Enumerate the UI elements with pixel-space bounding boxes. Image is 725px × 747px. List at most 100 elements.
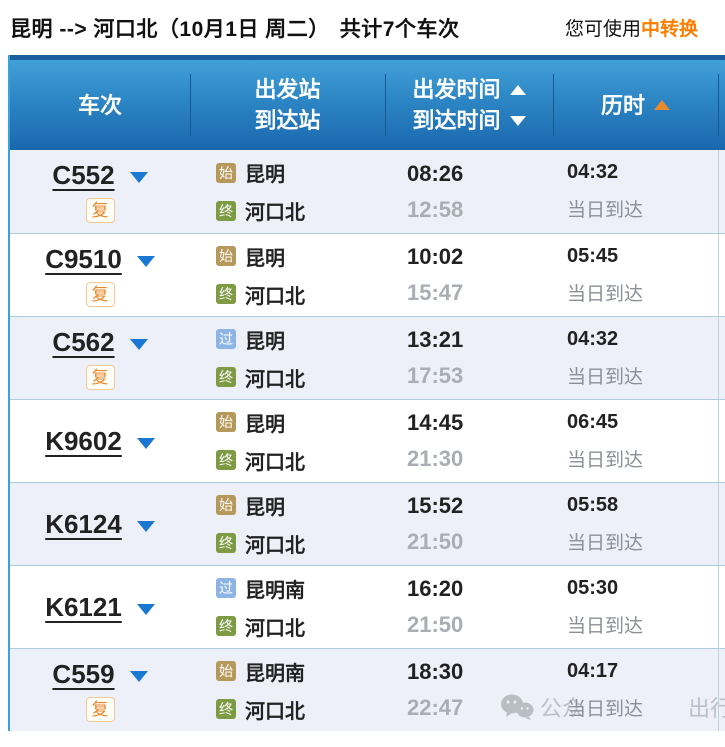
departure-time: 08:26 — [407, 160, 464, 186]
train-code-link[interactable]: K9602 — [45, 425, 122, 456]
train-cell: C9510 复 — [10, 234, 190, 316]
arrival-time: 21:50 — [407, 529, 464, 554]
sort-desc-icon[interactable] — [509, 115, 526, 126]
train-row: C552 复 始 昆明 终 河口北 08:26 12:58 04:32 当日到达 — [10, 150, 725, 233]
times-cell: 18:30 22:47 — [385, 649, 553, 731]
train-row: C562 复 过 昆明 终 河口北 13:21 17:53 04:32 当日到达 — [10, 316, 725, 399]
stations-cell: 始 昆明南 终 河口北 — [190, 649, 385, 731]
stations-cell: 始 昆明 终 河口北 — [190, 483, 385, 565]
dep-station-name: 昆明 — [245, 164, 285, 186]
train-code-link[interactable]: K6124 — [45, 508, 122, 539]
expand-arrow-icon[interactable] — [136, 520, 155, 532]
arr-station-name: 河口北 — [245, 202, 305, 224]
expand-arrow-icon[interactable] — [136, 437, 155, 449]
departure-time: 13:21 — [407, 327, 464, 352]
times-cell: 10:02 15:47 — [385, 234, 553, 316]
arr-station-name: 河口北 — [245, 534, 305, 557]
arr-station-badge: 终 — [216, 533, 236, 553]
train-code-link[interactable]: C552 — [52, 160, 115, 190]
expand-arrow-icon[interactable] — [136, 603, 155, 615]
arr-station-badge: 终 — [216, 699, 236, 719]
dep-station-badge: 始 — [216, 661, 236, 681]
arr-station-badge: 终 — [216, 284, 236, 304]
fuxing-badge: 复 — [85, 364, 115, 390]
arrival-note: 当日到达 — [567, 449, 644, 471]
duration-value: 04:32 — [567, 327, 619, 350]
page-header: 昆明 --> 河口北（10月1日 周二） 共计7个车次 您可使用 中转换 — [0, 0, 725, 55]
duration-value: 05:30 — [567, 576, 619, 599]
dep-station-badge: 始 — [216, 246, 236, 266]
times-cell: 13:21 17:53 — [385, 317, 553, 399]
next-column-cut — [718, 400, 725, 482]
duration-value: 06:45 — [567, 410, 619, 433]
departure-time: 18:30 — [407, 659, 464, 684]
dep-station-name: 昆明南 — [245, 579, 305, 602]
train-row: K6121 过 昆明南 终 河口北 16:20 21:50 05:30 当日到达 — [10, 565, 725, 648]
duration-cell: 04:32 当日到达 — [553, 317, 718, 399]
arr-station-badge: 终 — [216, 367, 236, 387]
sort-asc-icon[interactable] — [509, 84, 526, 95]
dep-station-name: 昆明 — [245, 247, 285, 270]
expand-arrow-icon[interactable] — [129, 670, 148, 682]
duration-cell: 04:32 当日到达 — [553, 150, 718, 233]
stations-cell: 始 昆明 终 河口北 — [190, 400, 385, 482]
dep-station-badge: 始 — [216, 162, 236, 183]
next-column-cut — [718, 234, 725, 316]
arrival-time: 21:30 — [407, 446, 464, 471]
train-cell: C562 复 — [10, 317, 190, 399]
arrival-note: 当日到达 — [567, 200, 644, 221]
arrival-note: 当日到达 — [567, 615, 644, 637]
dep-station-badge: 过 — [216, 329, 236, 349]
route-title: 昆明 --> 河口北（10月1日 周二） — [10, 17, 330, 41]
arrival-note: 当日到达 — [567, 698, 644, 720]
col-header-duration[interactable]: 历时 — [553, 60, 718, 150]
times-cell: 16:20 21:50 — [385, 566, 553, 648]
stations-cell: 过 昆明 终 河口北 — [190, 317, 385, 399]
fuxing-badge: 复 — [85, 281, 115, 307]
next-column-cut — [718, 483, 725, 565]
dep-station-name: 昆明南 — [245, 662, 305, 685]
times-cell: 15:52 21:50 — [385, 483, 553, 565]
expand-arrow-icon[interactable] — [136, 255, 155, 267]
fuxing-badge: 复 — [85, 198, 115, 223]
train-code-link[interactable]: K6121 — [45, 591, 122, 622]
arr-station-badge: 终 — [216, 450, 236, 470]
arr-station-name: 河口北 — [245, 700, 305, 723]
arr-station-name: 河口北 — [245, 368, 305, 391]
arr-station-name: 河口北 — [245, 617, 305, 640]
expand-arrow-icon[interactable] — [129, 172, 148, 183]
train-code-link[interactable]: C562 — [52, 326, 115, 357]
dep-station-badge: 始 — [216, 495, 236, 515]
stations-cell: 过 昆明南 终 河口北 — [190, 566, 385, 648]
next-column-cut — [718, 150, 725, 233]
stations-cell: 始 昆明 终 河口北 — [190, 234, 385, 316]
fuxing-badge: 复 — [85, 696, 115, 722]
expand-arrow-icon[interactable] — [129, 338, 148, 350]
duration-value: 05:45 — [567, 244, 619, 267]
train-code-link[interactable]: C9510 — [45, 243, 122, 274]
arr-station-name: 河口北 — [245, 285, 305, 308]
transfer-notice: 您可使用 中转换 — [565, 0, 698, 55]
duration-cell: 05:58 当日到达 — [553, 483, 718, 565]
col-header-times[interactable]: 出发时间 到达时间 — [385, 60, 553, 150]
arrival-note: 当日到达 — [567, 532, 644, 554]
arrival-time: 15:47 — [407, 280, 464, 305]
train-cell: C552 复 — [10, 150, 190, 233]
dep-station-name: 昆明 — [245, 413, 285, 436]
sort-active-icon[interactable] — [654, 100, 670, 110]
departure-time: 10:02 — [407, 244, 464, 269]
arrival-time: 22:47 — [407, 695, 464, 720]
train-row: C559 复 始 昆明南 终 河口北 18:30 22:47 04:17 当日到… — [10, 648, 725, 731]
train-row: C9510 复 始 昆明 终 河口北 10:02 15:47 05:45 当日到… — [10, 233, 725, 316]
arr-station-name: 河口北 — [245, 451, 305, 474]
page-title: 昆明 --> 河口北（10月1日 周二） 共计7个车次 — [10, 13, 459, 43]
col-header-train: 车次 — [77, 92, 122, 118]
next-column-cut — [718, 649, 725, 731]
duration-value: 05:58 — [567, 493, 619, 516]
train-code-link[interactable]: C559 — [52, 658, 115, 689]
train-cell: K9602 — [10, 400, 190, 482]
arrival-time: 21:50 — [407, 612, 464, 637]
arr-station-badge: 终 — [216, 616, 236, 636]
transfer-link[interactable]: 中转换 — [641, 19, 699, 40]
dep-station-name: 昆明 — [245, 496, 285, 519]
